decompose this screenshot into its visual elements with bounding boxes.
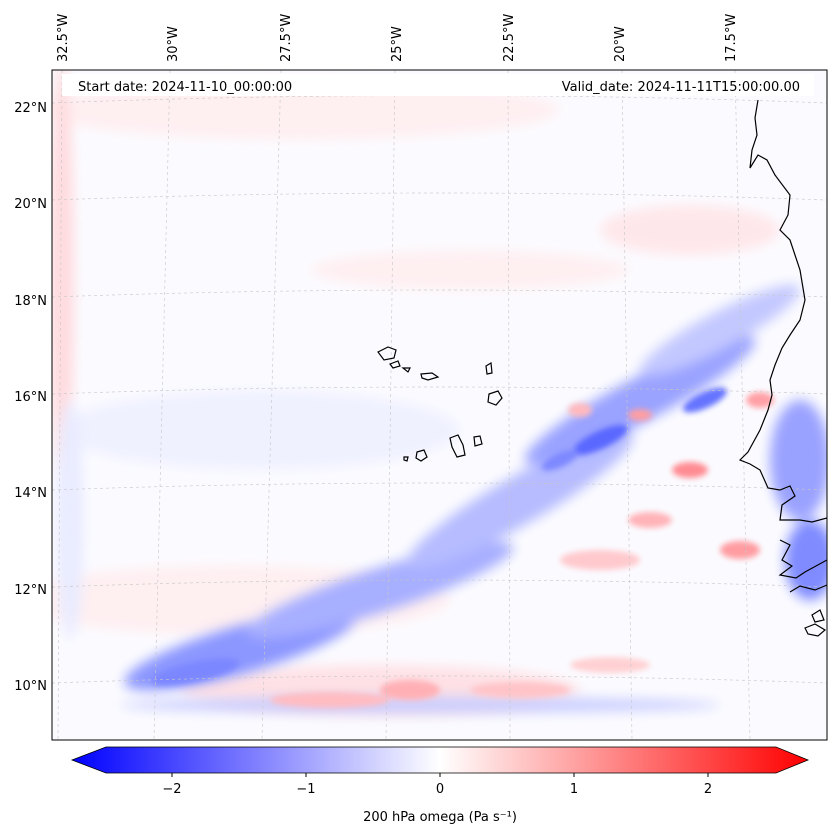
annotation-bar (62, 74, 814, 96)
colorbar: −2 −1 0 1 2 200 hPa omega (Pa s⁻¹) (70, 746, 810, 825)
longitude-labels: 32.5°W 30°W 27.5°W 25°W 22.5°W 20°W 17.5… (56, 14, 739, 62)
lon-label: 22.5°W (502, 14, 517, 62)
lat-label: 10°N (14, 679, 47, 694)
lat-label: 22°N (14, 101, 47, 116)
colorbar-tick-label: 1 (570, 782, 578, 797)
lon-label: 32.5°W (56, 14, 71, 62)
map-panel: Start date: 2024-11-10_00:00:00 Valid_da… (51, 69, 828, 741)
latitude-labels: 22°N 20°N 18°N 16°N 14°N 12°N 10°N (14, 101, 47, 694)
coastline (377, 99, 827, 637)
valid-date-label: Valid_date: 2024-11-11T15:00:00.00 (562, 80, 800, 95)
lat-label: 12°N (14, 583, 47, 598)
omega-field (52, 70, 827, 740)
colorbar-label: 200 hPa omega (Pa s⁻¹) (363, 810, 517, 825)
colorbar-tick-label: −2 (162, 782, 181, 797)
lat-label: 16°N (14, 390, 47, 405)
lon-label: 17.5°W (724, 14, 739, 62)
graticule (52, 70, 827, 740)
lon-label: 30°W (166, 26, 181, 62)
lat-label: 14°N (14, 486, 47, 501)
lat-label: 20°N (14, 197, 47, 212)
lon-label: 27.5°W (279, 14, 294, 62)
colorbar-body (70, 746, 810, 774)
start-date-label: Start date: 2024-11-10_00:00:00 (78, 80, 292, 95)
lon-label: 20°W (613, 26, 628, 62)
lat-label: 18°N (14, 294, 47, 309)
colorbar-tick-label: 0 (436, 782, 444, 797)
map-frame (51, 69, 828, 741)
lon-label: 25°W (390, 26, 405, 62)
colorbar-tick-label: 2 (704, 782, 712, 797)
colorbar-tick-label: −1 (296, 782, 315, 797)
colorbar-ticks (171, 773, 709, 777)
